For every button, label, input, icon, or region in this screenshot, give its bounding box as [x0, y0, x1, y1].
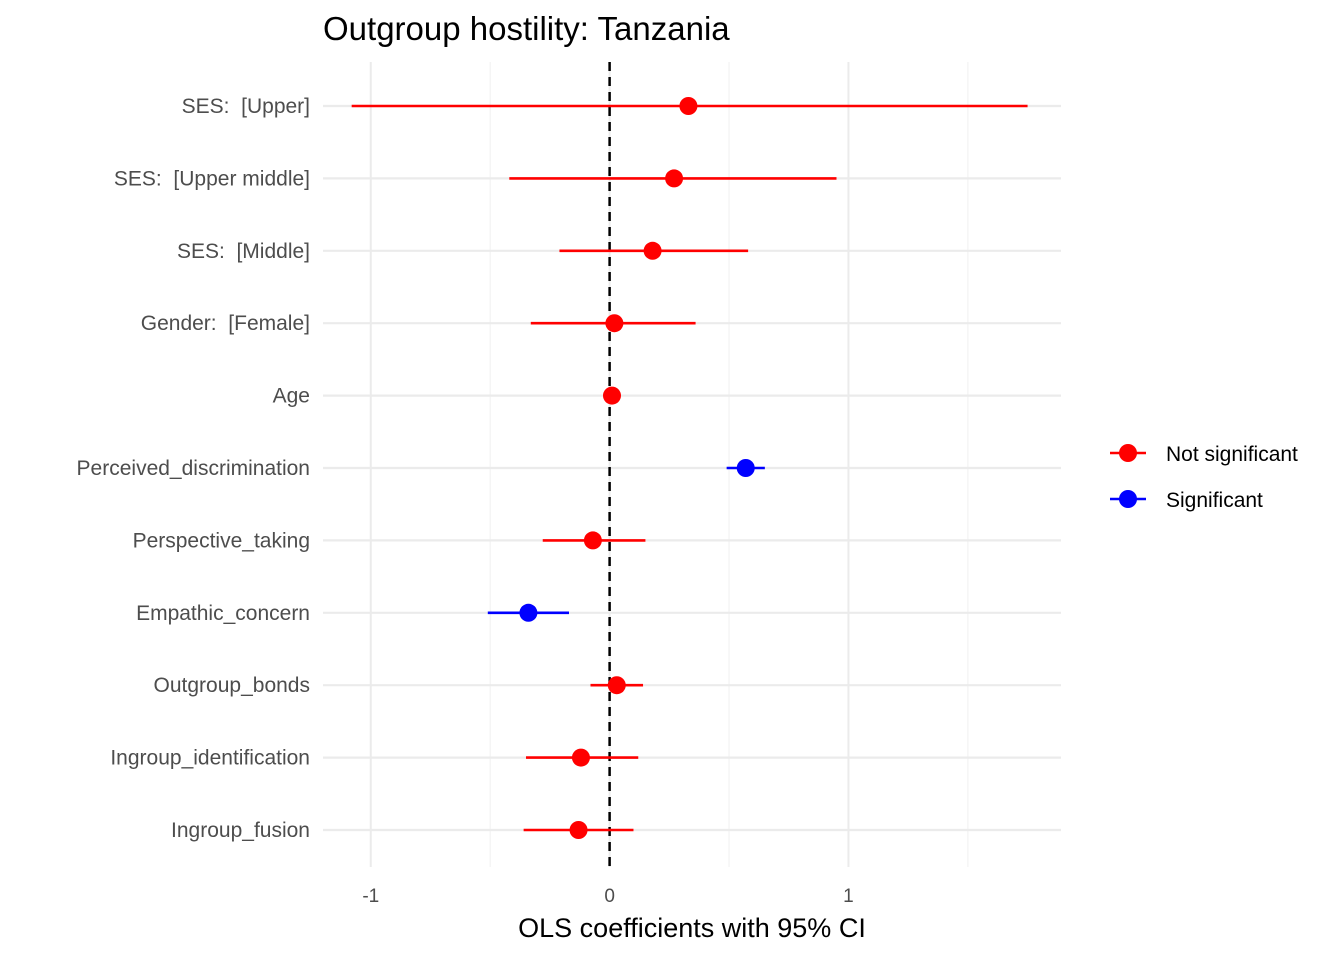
y-tick-label: Perceived_discrimination [77, 457, 310, 480]
x-tick-label: 1 [843, 886, 854, 907]
legend-key-point [1119, 490, 1137, 508]
y-tick-label: Empathic_concern [136, 602, 310, 625]
coefficient-point [736, 459, 755, 477]
coefficient-point [605, 314, 624, 333]
legend-key-point [1119, 444, 1137, 462]
y-tick-label: Gender: [Female] [141, 312, 310, 335]
coefficient-point [519, 603, 538, 622]
y-tick-label: Ingroup_fusion [171, 819, 310, 842]
plot-marks [351, 97, 1028, 839]
coefficient-point [583, 531, 602, 550]
y-tick-label: SES: [Middle] [177, 240, 310, 263]
coefficient-point [643, 241, 662, 260]
y-tick-label: Age [273, 385, 310, 408]
coefficient-point [602, 386, 621, 405]
x-axis-ticks: -1 0 1 [362, 886, 853, 907]
y-tick-label: Perspective_taking [133, 529, 310, 552]
legend-label: Not significant [1166, 443, 1298, 466]
y-tick-label: Outgroup_bonds [154, 674, 310, 697]
y-axis-labels: SES: [Upper] SES: [Upper middle] SES: [Mid… [77, 95, 310, 842]
coefficient-point [569, 821, 588, 839]
x-tick-label: 0 [604, 886, 615, 907]
chart-title: Outgroup hostility: Tanzania [323, 10, 730, 47]
coefficient-point [679, 97, 698, 115]
x-tick-label: -1 [362, 886, 379, 907]
grid [323, 62, 1061, 867]
x-axis-title: OLS coefficients with 95% CI [518, 913, 866, 943]
legend-label: Significant [1166, 489, 1263, 512]
legend: Not significant Significant [1110, 443, 1298, 512]
y-tick-label: SES: [Upper middle] [114, 167, 310, 190]
coefficient-point [607, 676, 626, 695]
y-tick-label: Ingroup_identification [110, 747, 310, 770]
coefficient-point [571, 748, 590, 767]
coefficient-point [665, 169, 684, 188]
y-tick-label: SES: [Upper] [182, 95, 310, 118]
